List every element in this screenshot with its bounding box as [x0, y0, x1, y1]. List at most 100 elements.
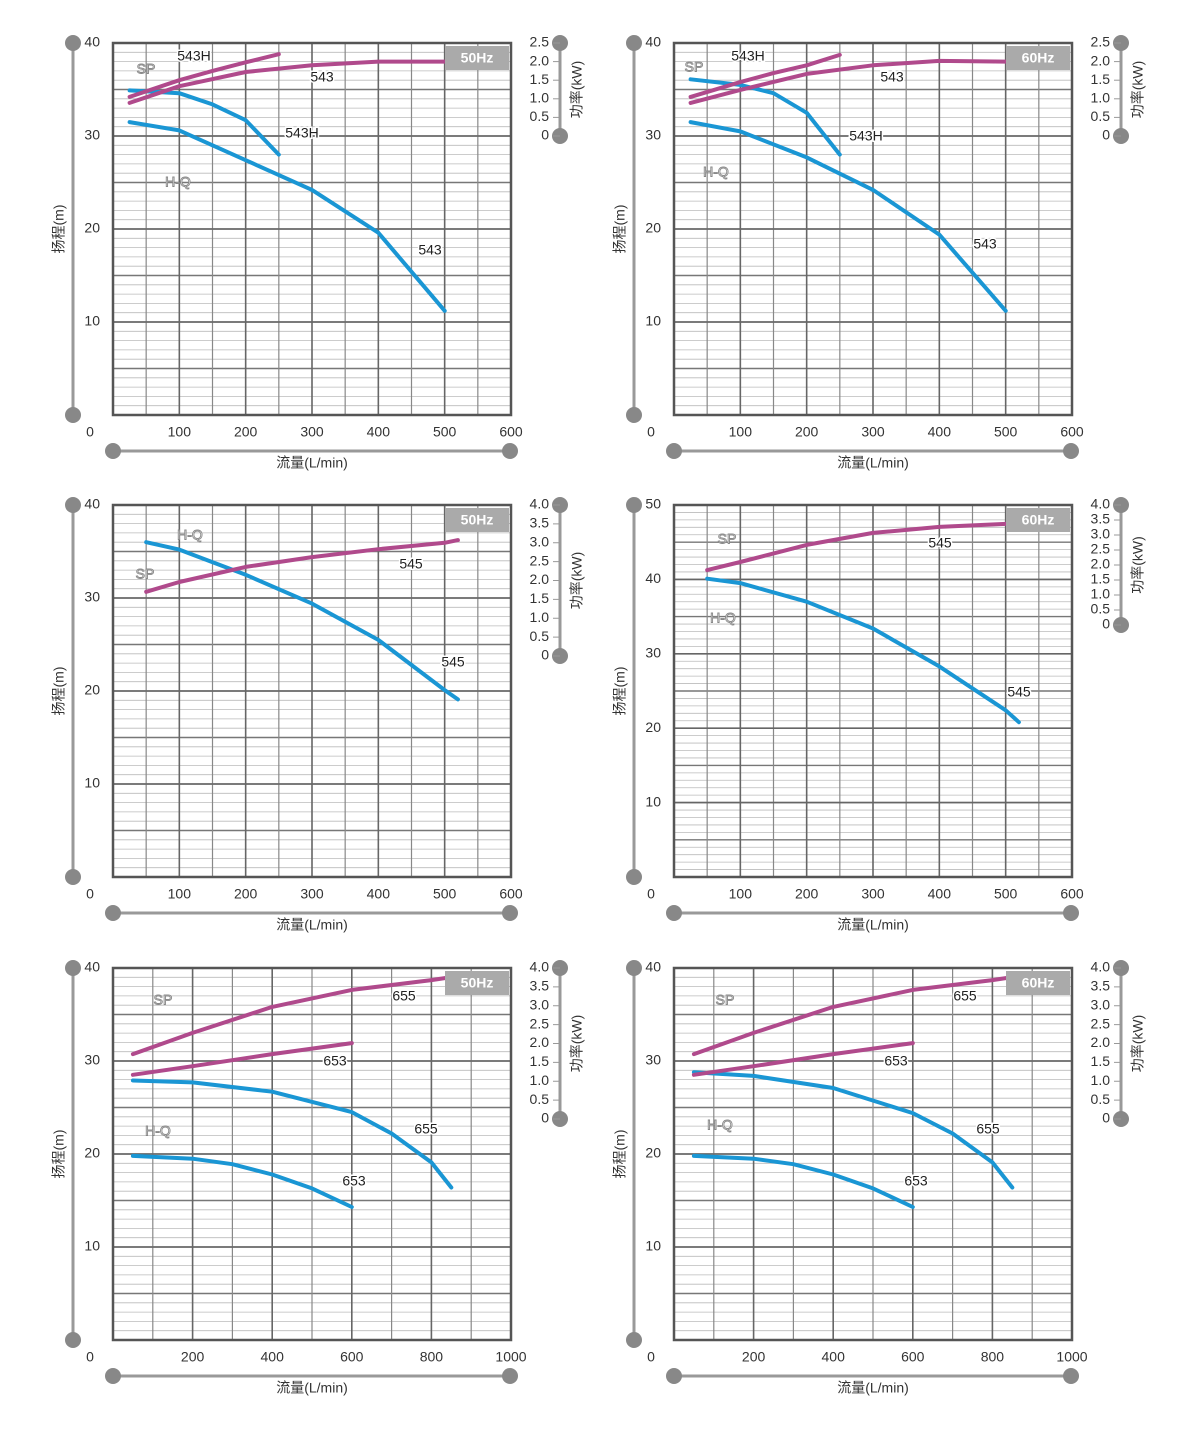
- series-label: 545: [441, 654, 465, 670]
- y2-tick-label: 1.0: [530, 609, 550, 625]
- y2-tick-label: 0: [1102, 127, 1110, 143]
- x-tick-label: 100: [729, 886, 753, 902]
- y-tick-label: 20: [645, 220, 661, 236]
- frequency-label: 50Hz: [461, 975, 494, 991]
- power-curve-label: SP: [137, 61, 156, 77]
- axis-end: [502, 905, 518, 921]
- x-tick-label: 600: [340, 1349, 364, 1365]
- y2-tick-label: 4.0: [1091, 959, 1111, 975]
- x-tick-label: 100: [168, 886, 192, 902]
- y-tick-label: 40: [645, 34, 661, 50]
- y-tick-label: 20: [645, 719, 661, 735]
- y2-tick-label: 1.0: [1091, 586, 1111, 602]
- y2-tick-label: 3.0: [1091, 996, 1111, 1012]
- axis-end: [666, 443, 682, 459]
- head-curve: [144, 540, 460, 702]
- y2-tick-label: 0: [541, 1110, 549, 1126]
- x-tick-label: 600: [901, 1349, 925, 1365]
- power-curve-label: SP: [136, 566, 155, 582]
- power-curve: [130, 1041, 354, 1077]
- series-label: 545: [399, 556, 423, 572]
- series-label: 543H: [285, 125, 318, 141]
- y2-tick-label: 2.0: [1091, 1034, 1111, 1050]
- axis-end: [666, 905, 682, 921]
- axis-end: [105, 443, 121, 459]
- head-curve: [688, 120, 1008, 313]
- y2-tick-label: 4.0: [530, 959, 550, 975]
- x-tick-label: 200: [234, 424, 258, 440]
- power-curve-label: SP: [154, 992, 173, 1008]
- y-tick-label: 20: [84, 682, 100, 698]
- power-curve: [705, 521, 1021, 573]
- series-label: 655: [414, 1121, 438, 1137]
- y-axis-title: 扬程(m): [51, 205, 67, 254]
- x-tick-label: 1000: [1056, 1349, 1087, 1365]
- y2-tick-label: 2.0: [1091, 556, 1111, 572]
- y2-tick-label: 3.5: [1091, 978, 1111, 994]
- axis-end: [1063, 443, 1079, 459]
- power-curve-label: SP: [716, 992, 735, 1008]
- y-tick-label: 50: [645, 496, 661, 512]
- frequency-label: 50Hz: [461, 50, 494, 66]
- x-tick-label: 400: [928, 424, 952, 440]
- axis-end: [626, 1332, 642, 1348]
- head-curve: [130, 1078, 454, 1190]
- axis-end: [65, 869, 81, 885]
- head-curve-label: H-Q: [707, 1117, 733, 1133]
- y2-axis-title: 功率(kW): [1130, 61, 1146, 119]
- axis-end: [666, 1368, 682, 1384]
- plot-frame: [672, 41, 1074, 417]
- x-tick-label: 0: [647, 424, 655, 440]
- x-tick-label: 200: [795, 886, 819, 902]
- x-tick-label: 100: [729, 424, 753, 440]
- y-tick-label: 30: [645, 127, 661, 143]
- y2-tick-label: 0: [1102, 1110, 1110, 1126]
- frequency-label: 60Hz: [1022, 50, 1055, 66]
- y2-axis-title: 功率(kW): [1130, 536, 1146, 594]
- axis-end: [65, 497, 81, 513]
- y-tick-label: 10: [84, 313, 100, 329]
- head-curve: [130, 1153, 354, 1209]
- series-label: 545: [1007, 684, 1031, 700]
- y-tick-label: 10: [84, 775, 100, 791]
- y2-tick-label: 4.0: [530, 496, 550, 512]
- head-curve: [688, 77, 842, 157]
- y2-tick-label: 1.0: [530, 1072, 550, 1088]
- x-tick-label: 800: [981, 1349, 1005, 1365]
- y2-tick-label: 1.5: [530, 71, 550, 87]
- power-curve-label: SP: [718, 531, 737, 547]
- y-tick-label: 40: [645, 959, 661, 975]
- axis-end: [626, 497, 642, 513]
- plot-frame: [111, 966, 513, 1342]
- y2-tick-label: 3.0: [530, 996, 550, 1012]
- y2-tick-label: 0.5: [530, 108, 550, 124]
- head-curve-label: H-Q: [177, 527, 203, 543]
- frequency-badge: [1006, 508, 1070, 532]
- frequency-label: 50Hz: [461, 512, 494, 528]
- y2-tick-label: 0.5: [1091, 1091, 1111, 1107]
- y-tick-label: 30: [645, 1052, 661, 1068]
- frequency-badge: [1006, 46, 1070, 70]
- x-tick-label: 400: [822, 1349, 846, 1365]
- y2-tick-label: 1.0: [1091, 90, 1111, 106]
- y2-tick-label: 0.5: [1091, 108, 1111, 124]
- x-axis-title: 流量(L/min): [837, 917, 909, 933]
- y2-tick-label: 0.5: [530, 628, 550, 644]
- x-axis-title: 流量(L/min): [276, 455, 348, 471]
- series-label: 543: [880, 69, 904, 85]
- series-label: 543: [418, 242, 442, 258]
- x-tick-label: 600: [1060, 886, 1084, 902]
- series-label: 653: [342, 1173, 366, 1189]
- x-tick-label: 0: [647, 1349, 655, 1365]
- y2-tick-label: 0.5: [1091, 601, 1111, 617]
- y-tick-label: 10: [645, 1238, 661, 1254]
- series-label: 543H: [177, 48, 210, 64]
- y-axis-title: 扬程(m): [51, 667, 67, 716]
- x-tick-label: 300: [300, 424, 324, 440]
- x-tick-label: 300: [300, 886, 324, 902]
- x-axis-title: 流量(L/min): [276, 917, 348, 933]
- x-tick-label: 1000: [495, 1349, 526, 1365]
- y2-axis-title: 功率(kW): [569, 61, 585, 119]
